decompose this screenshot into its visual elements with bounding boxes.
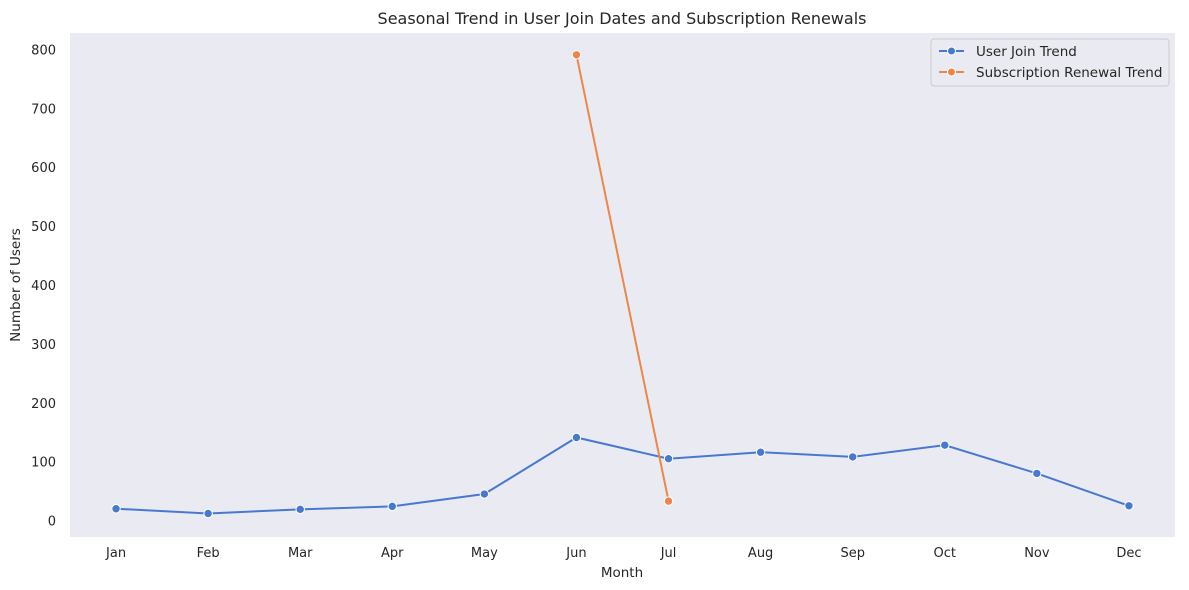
y-tick-label: 0 (48, 515, 56, 530)
y-tick-label: 600 (31, 161, 56, 176)
data-point (295, 504, 305, 515)
data-point (663, 496, 674, 506)
x-axis-title: Month (601, 565, 643, 581)
data-point (387, 501, 397, 512)
data-point (940, 440, 950, 450)
y-tick-labels: 0 100 200 300 400 500 600 700 800 (31, 43, 56, 529)
x-tick-label: May (471, 546, 498, 561)
data-point (571, 50, 582, 60)
data-point (479, 489, 490, 499)
x-tick-labels: Jan Feb Mar Apr May Jun Jul Aug Sep Oct Nov Dec (105, 546, 1142, 561)
legend-label-user-join: User Join Trend (976, 44, 1077, 60)
data-point (111, 504, 121, 514)
data-point (663, 453, 674, 464)
series-line-1 (575, 54, 670, 502)
y-tick-label: 400 (31, 279, 56, 294)
y-tick-label: 300 (31, 338, 56, 353)
x-tick-label: Dec (1116, 546, 1141, 561)
series-lines (115, 54, 1130, 515)
data-point (571, 432, 582, 443)
legend-marker-user-join (947, 46, 956, 56)
data-point (848, 452, 858, 462)
x-tick-label: Aug (748, 546, 773, 561)
x-tick-label: Sep (840, 546, 865, 561)
x-tick-label: Oct (934, 546, 956, 561)
y-tick-label: 800 (31, 43, 56, 58)
y-tick-label: 200 (31, 397, 56, 412)
x-tick-label: Mar (288, 546, 313, 561)
legend-marker-subscription-renewal (947, 67, 956, 77)
y-tick-label: 100 (31, 456, 56, 471)
data-point (203, 508, 213, 519)
x-tick-label: Jul (660, 546, 677, 561)
plot-background (70, 33, 1175, 537)
x-tick-label: Jan (105, 546, 126, 561)
legend-label-subscription-renewal: Subscription Renewal Trend (976, 65, 1162, 81)
data-point (755, 447, 766, 457)
chart-title: Seasonal Trend in User Join Dates and Su… (378, 9, 867, 28)
series-points (111, 50, 1134, 519)
data-point (1032, 468, 1042, 479)
legend: User Join Trend Subscription Renewal Tre… (930, 38, 1170, 87)
y-tick-label: 500 (31, 220, 56, 235)
x-tick-label: Feb (197, 546, 220, 561)
data-point (1124, 501, 1134, 511)
x-tick-label: Nov (1024, 546, 1050, 561)
legend-box (930, 38, 1170, 87)
x-tick-label: Apr (381, 546, 404, 561)
x-tick-label: Jun (565, 546, 586, 561)
y-tick-label: 700 (31, 102, 56, 117)
series-line-0 (115, 436, 1130, 515)
y-axis-title: Number of Users (8, 228, 24, 342)
